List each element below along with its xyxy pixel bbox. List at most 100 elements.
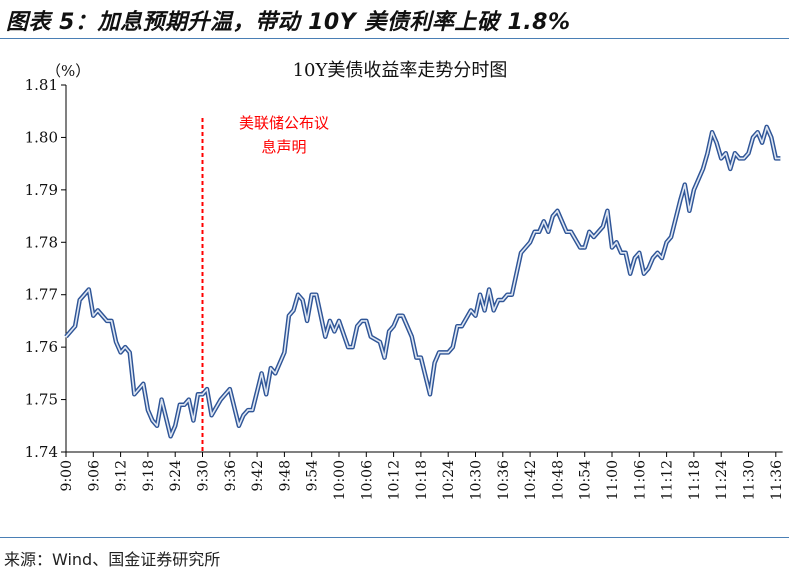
x-tick-label: 9:24 — [168, 460, 184, 492]
data-point — [429, 393, 431, 396]
data-point — [370, 335, 372, 338]
x-tick-label: 10:48 — [550, 460, 566, 500]
y-tick-label: 1.75 — [25, 391, 58, 409]
data-point — [765, 126, 768, 128]
data-point — [265, 393, 268, 396]
data-point — [183, 404, 186, 406]
data-point — [219, 398, 222, 401]
data-point — [483, 309, 486, 312]
data-point — [756, 131, 759, 133]
data-point — [324, 335, 327, 338]
data-point — [656, 251, 659, 254]
data-point — [529, 241, 531, 244]
data-point — [306, 320, 308, 322]
data-point — [397, 314, 399, 317]
data-point — [538, 231, 540, 233]
data-point — [547, 231, 550, 233]
data-point — [747, 152, 750, 154]
data-point — [192, 419, 195, 422]
y-tick-label: 1.74 — [25, 443, 58, 461]
data-point — [360, 320, 363, 322]
data-point — [588, 231, 591, 233]
data-point — [456, 325, 459, 327]
data-point — [620, 251, 622, 254]
data-point — [488, 288, 490, 291]
data-point — [556, 210, 559, 212]
data-point — [206, 388, 208, 390]
data-point — [65, 335, 67, 338]
data-point — [470, 309, 472, 312]
data-point — [78, 299, 81, 301]
series-line-outline — [64, 124, 781, 439]
data-point — [92, 314, 95, 317]
x-tick-label: 9:42 — [250, 460, 266, 491]
data-point — [156, 424, 158, 427]
data-point — [292, 309, 295, 312]
source-note: 来源：Wind、国金证券研究所 — [4, 550, 221, 569]
data-point — [720, 157, 722, 160]
x-tick-label: 10:06 — [359, 460, 375, 500]
data-point — [201, 393, 204, 396]
data-point — [338, 320, 340, 322]
data-point — [229, 388, 231, 390]
figure-title: 图表 5：加息预期升温，带动 10Y 美债利率上破 1.8% — [6, 10, 571, 35]
y-tick-label: 1.78 — [25, 233, 58, 251]
data-point — [497, 299, 500, 301]
data-point — [329, 320, 331, 322]
data-point — [652, 257, 654, 259]
y-tick-label: 1.80 — [25, 128, 58, 146]
data-point — [565, 231, 568, 233]
data-point — [451, 346, 454, 348]
x-tick-label: 10:54 — [578, 460, 594, 500]
data-point — [533, 231, 536, 233]
bottom-divider — [0, 537, 789, 538]
data-point — [251, 409, 254, 411]
x-tick-label: 10:24 — [441, 460, 457, 500]
y-tick-label: 1.79 — [25, 181, 58, 199]
data-point — [110, 320, 113, 322]
data-point — [415, 356, 418, 359]
data-point — [679, 199, 682, 202]
data-point — [633, 257, 636, 259]
y-tick-label: 1.81 — [25, 76, 58, 94]
x-tick-label: 9:36 — [223, 460, 239, 492]
series-line-inner — [65, 126, 781, 438]
x-tick-label: 10:42 — [523, 460, 539, 500]
data-point — [269, 367, 272, 369]
data-point — [147, 409, 149, 411]
data-point — [411, 335, 413, 338]
data-point — [665, 241, 668, 244]
data-point — [274, 372, 277, 375]
data-point — [351, 346, 354, 348]
data-point — [775, 157, 777, 160]
data-point — [74, 325, 76, 327]
data-point — [224, 393, 227, 396]
x-tick-label: 10:36 — [496, 460, 512, 500]
data-point — [174, 424, 176, 427]
data-point — [761, 141, 763, 144]
data-point — [178, 404, 181, 406]
data-point — [474, 314, 477, 317]
data-point — [315, 293, 318, 296]
data-point — [706, 152, 709, 154]
data-point — [579, 246, 581, 249]
data-point — [188, 398, 190, 401]
data-point — [492, 309, 495, 312]
data-point — [734, 152, 736, 154]
x-tick-label: 11:12 — [660, 460, 676, 500]
data-point — [611, 246, 613, 249]
x-tick-label: 11:18 — [687, 460, 703, 500]
x-tick-label: 11:00 — [605, 460, 621, 500]
data-point — [283, 351, 286, 354]
data-point — [661, 257, 663, 259]
data-point — [238, 424, 240, 427]
data-point — [106, 320, 108, 322]
data-point — [615, 241, 618, 244]
x-tick-label: 10:00 — [332, 460, 348, 500]
chart-title: 10Y美债收益率走势分时图 — [293, 60, 508, 81]
data-point — [347, 346, 349, 348]
data-point — [738, 157, 741, 160]
data-point — [693, 189, 695, 191]
